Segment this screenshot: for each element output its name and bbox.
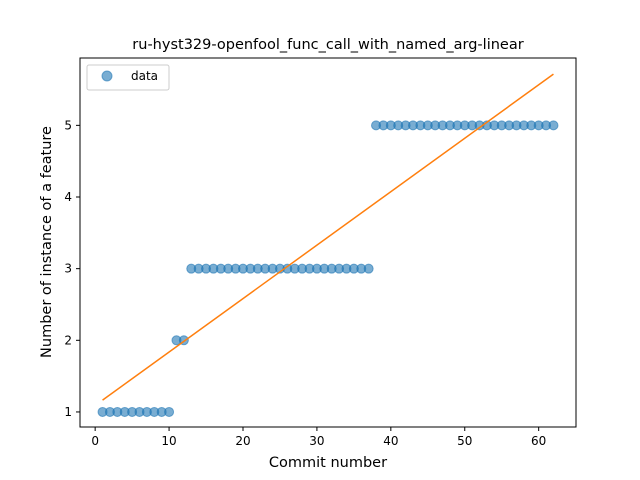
y-axis: 1 2 3 4 5 xyxy=(64,118,80,419)
axes-frame xyxy=(79,57,577,428)
chart-title: ru-hyst329-openfool_func_call_with_named… xyxy=(132,37,523,53)
legend-label: data xyxy=(131,69,158,83)
y-tick-label: 4 xyxy=(64,190,72,204)
x-tick-label: 30 xyxy=(309,434,324,448)
y-tick-label: 5 xyxy=(64,118,72,132)
data-point xyxy=(164,406,175,417)
legend: data xyxy=(86,64,170,91)
y-axis-label: Number of instance of a feature xyxy=(39,126,55,358)
y-tick-label: 1 xyxy=(64,405,72,419)
x-tick-label: 0 xyxy=(91,434,99,448)
x-tick-label: 10 xyxy=(161,434,176,448)
x-axis: 0 10 20 30 40 50 60 xyxy=(91,427,546,448)
y-tick-label: 2 xyxy=(64,333,72,347)
legend-marker xyxy=(101,70,113,82)
y-tick-label: 3 xyxy=(64,262,72,276)
x-tick-label: 40 xyxy=(383,434,398,448)
plot-area xyxy=(97,73,559,417)
data-point xyxy=(363,263,374,274)
x-tick-label: 50 xyxy=(457,434,472,448)
fit-line xyxy=(102,73,554,401)
x-tick-label: 60 xyxy=(531,434,546,448)
x-tick-label: 20 xyxy=(235,434,250,448)
data-point xyxy=(548,120,559,131)
x-axis-label: Commit number xyxy=(269,455,387,471)
